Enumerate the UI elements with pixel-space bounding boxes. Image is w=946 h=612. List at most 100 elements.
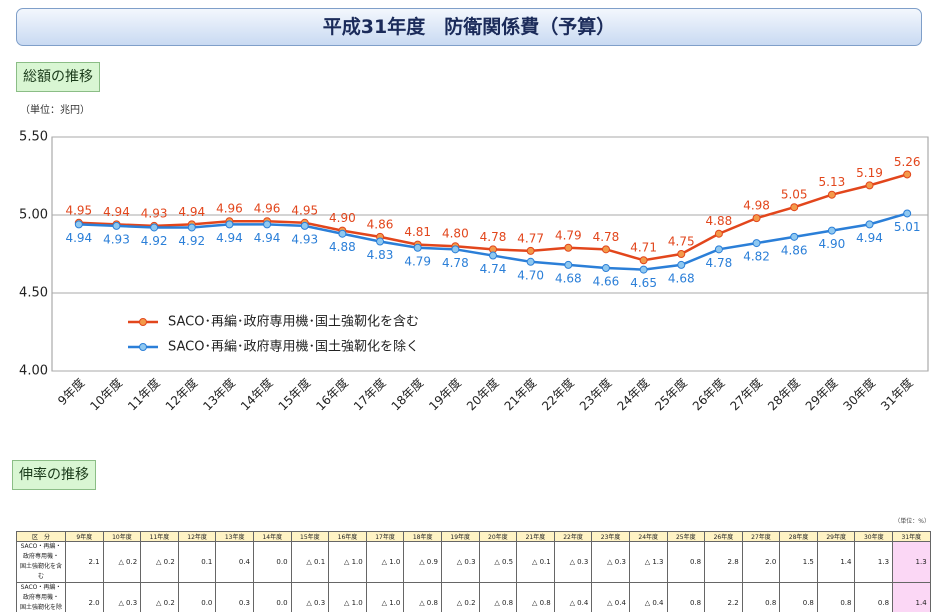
x-tick-label: 17年度 bbox=[350, 375, 388, 413]
row-label-line: 政府専用機・ bbox=[22, 553, 59, 560]
table-cell: 0.8 bbox=[854, 582, 894, 612]
data-label: 4.78 bbox=[706, 256, 733, 270]
y-tick-label: 5.50 bbox=[19, 130, 48, 145]
x-tick-label: 13年度 bbox=[200, 375, 238, 413]
table-cell: 2.0 bbox=[65, 582, 104, 612]
table-cell: △ 0.8 bbox=[478, 582, 518, 612]
data-label: 4.94 bbox=[254, 231, 281, 245]
x-tick-label: 19年度 bbox=[426, 375, 464, 413]
data-label: 5.01 bbox=[894, 220, 921, 234]
table-cell: △ 0.5 bbox=[478, 541, 518, 583]
x-tick-label: 23年度 bbox=[576, 375, 614, 413]
x-tick-label: 11年度 bbox=[124, 375, 162, 413]
header-cell: 31年度 bbox=[892, 531, 931, 542]
table-cell: △ 1.0 bbox=[365, 582, 405, 612]
data-label: 4.88 bbox=[329, 240, 356, 254]
table-cell: △ 0.3 bbox=[290, 582, 330, 612]
data-label: 4.75 bbox=[668, 235, 695, 249]
header-cell: 26年度 bbox=[704, 531, 743, 542]
data-label: 5.26 bbox=[894, 155, 921, 169]
table-cell: 0.0 bbox=[252, 541, 292, 583]
table-cell: △ 0.3 bbox=[102, 582, 142, 612]
data-label: 4.98 bbox=[743, 199, 770, 213]
table-cell: △ 0.4 bbox=[591, 582, 630, 612]
table-cell: △ 1.3 bbox=[628, 541, 668, 583]
table-cell: 1.3 bbox=[854, 541, 894, 583]
data-label: 4.77 bbox=[517, 231, 544, 245]
header-cell: 21年度 bbox=[516, 531, 555, 542]
table-cell: 0.0 bbox=[252, 582, 292, 612]
table-cell: △ 0.2 bbox=[440, 582, 480, 612]
data-label: 4.86 bbox=[781, 243, 808, 257]
table-cell: △ 1.0 bbox=[365, 541, 405, 583]
x-tick-label: 26年度 bbox=[689, 375, 727, 413]
data-point bbox=[526, 257, 535, 266]
data-label: 4.81 bbox=[404, 225, 431, 239]
header-cell: 23年度 bbox=[591, 531, 630, 542]
header-cell: 20年度 bbox=[478, 531, 518, 542]
table-cell: △ 0.3 bbox=[553, 541, 593, 583]
header-cell: 区 分 bbox=[16, 531, 66, 542]
data-point bbox=[752, 214, 761, 223]
header-cell: 19年度 bbox=[440, 531, 480, 542]
table-cell: △ 1.0 bbox=[328, 582, 367, 612]
data-label: 4.88 bbox=[706, 214, 733, 228]
header-cell: 30年度 bbox=[854, 531, 894, 542]
header-cell: 22年度 bbox=[553, 531, 593, 542]
header-cell: 13年度 bbox=[215, 531, 254, 542]
data-label: 5.13 bbox=[819, 175, 846, 189]
data-point bbox=[225, 220, 234, 229]
x-tick-label: 25年度 bbox=[651, 375, 689, 413]
legend-label: SACO･再編･政府専用機･国土強靭化を除く bbox=[168, 339, 419, 355]
x-tick-label: 28年度 bbox=[764, 375, 802, 413]
data-label: 4.93 bbox=[291, 232, 318, 246]
x-tick-label: 21年度 bbox=[501, 375, 539, 413]
data-label: 4.92 bbox=[141, 234, 168, 248]
page-title: 平成31年度 防衛関係費（予算） bbox=[16, 8, 922, 46]
table-cell: △ 0.3 bbox=[440, 541, 480, 583]
table-cell: △ 0.8 bbox=[516, 582, 555, 612]
data-label: 4.68 bbox=[555, 271, 582, 285]
section-label: 伸率の推移 bbox=[12, 460, 96, 490]
data-label: 5.19 bbox=[856, 166, 883, 180]
table-cell: 1.5 bbox=[779, 541, 818, 583]
x-tick-label: 20年度 bbox=[463, 375, 501, 413]
table-cell: 1.4 bbox=[892, 582, 931, 612]
data-label: 4.96 bbox=[216, 202, 243, 216]
row-label-line: 政府専用機・ bbox=[22, 594, 59, 601]
table-cell: 0.8 bbox=[666, 541, 706, 583]
x-tick-label: 12年度 bbox=[162, 375, 200, 413]
data-point bbox=[903, 170, 912, 179]
x-tick-label: 29年度 bbox=[802, 375, 840, 413]
data-label: 4.93 bbox=[103, 232, 130, 246]
data-label: 4.70 bbox=[517, 268, 544, 282]
table-cell: 1.4 bbox=[816, 541, 856, 583]
data-point bbox=[564, 260, 573, 269]
data-point bbox=[74, 220, 83, 229]
data-point bbox=[790, 203, 799, 212]
data-label: 4.94 bbox=[178, 205, 205, 219]
header-cell: 17年度 bbox=[365, 531, 405, 542]
x-tick-label: 31年度 bbox=[877, 375, 915, 413]
table-cell: 2.2 bbox=[704, 582, 743, 612]
data-point bbox=[451, 245, 460, 254]
data-label: 4.94 bbox=[103, 205, 130, 219]
table-cell: △ 0.4 bbox=[628, 582, 668, 612]
y-tick-label: 4.50 bbox=[19, 286, 48, 301]
table-cell: △ 0.2 bbox=[102, 541, 142, 583]
header-cell: 27年度 bbox=[741, 531, 781, 542]
data-label: 5.05 bbox=[781, 188, 808, 202]
data-label: 4.71 bbox=[630, 241, 657, 255]
data-point bbox=[903, 209, 912, 218]
data-point bbox=[564, 243, 573, 252]
data-point bbox=[827, 226, 836, 235]
legend-label: SACO･再編･政府専用機･国土強靭化を含む bbox=[168, 314, 419, 330]
growth-table: 区 分 9年度 10年度 11年度 12年度 13年度 14年度 15年度 16年度 17年度 18… bbox=[16, 531, 931, 612]
data-label: 4.82 bbox=[743, 250, 770, 264]
row-label-line: SACO・再編・ bbox=[20, 584, 62, 591]
header-cell: 14年度 bbox=[252, 531, 292, 542]
table-cell: 0.8 bbox=[666, 582, 706, 612]
header-cell: 29年度 bbox=[816, 531, 856, 542]
x-tick-label: 18年度 bbox=[388, 375, 426, 413]
table-cell: 0.8 bbox=[816, 582, 856, 612]
